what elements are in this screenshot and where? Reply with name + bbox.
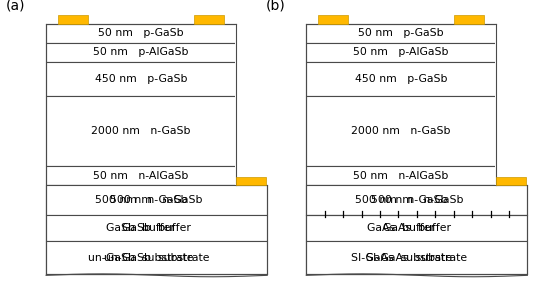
Bar (46, 96, 236, 166)
Bar (46, 215, 267, 241)
Bar (306, 215, 496, 241)
Bar (46, 241, 267, 274)
Text: 50 nm   n-AlGaSb: 50 nm n-AlGaSb (93, 171, 189, 181)
Bar (306, 185, 527, 215)
Bar (306, 166, 496, 185)
Text: 500 nm   n-GaSb: 500 nm n-GaSb (371, 195, 463, 205)
Bar (306, 96, 496, 166)
Bar (306, 215, 527, 241)
Text: SI-GaAs  substrate: SI-GaAs substrate (366, 253, 467, 263)
Text: (a): (a) (5, 0, 25, 12)
Text: GaAs  buffer: GaAs buffer (383, 223, 451, 233)
Bar (306, 185, 496, 215)
Text: (b): (b) (266, 0, 285, 12)
Bar (236, 177, 266, 185)
Text: 450 nm   p-GaSb: 450 nm p-GaSb (355, 74, 447, 84)
Text: 500 nm   n-GaSb: 500 nm n-GaSb (95, 195, 187, 205)
Bar (306, 241, 527, 274)
Bar (58, 15, 88, 24)
Bar (46, 166, 236, 185)
Bar (46, 62, 236, 96)
Bar (46, 43, 236, 62)
Text: 450 nm   p-GaSb: 450 nm p-GaSb (95, 74, 187, 84)
Text: 2000 nm   n-GaSb: 2000 nm n-GaSb (351, 126, 451, 136)
Text: 50 nm   p-AlGaSb: 50 nm p-AlGaSb (353, 48, 449, 57)
Bar (46, 24, 236, 43)
Text: 2000 nm   n-GaSb: 2000 nm n-GaSb (91, 126, 191, 136)
Bar (46, 241, 236, 274)
Text: GaSb  buffer: GaSb buffer (122, 223, 191, 233)
Bar (454, 15, 484, 24)
Bar (235, 24, 274, 185)
Bar (46, 185, 267, 215)
Bar (318, 15, 348, 24)
Text: un-GaSb  substrate: un-GaSb substrate (104, 253, 209, 263)
Text: un-GaSb  substrate: un-GaSb substrate (88, 253, 193, 263)
Bar (496, 177, 526, 185)
Text: SI-GaAs  substrate: SI-GaAs substrate (351, 253, 451, 263)
Bar (306, 62, 496, 96)
Bar (194, 15, 224, 24)
Text: 50 nm   p-AlGaSb: 50 nm p-AlGaSb (93, 48, 189, 57)
Text: 50 nm   p-GaSb: 50 nm p-GaSb (358, 28, 444, 38)
Text: GaSb  buffer: GaSb buffer (106, 223, 176, 233)
Bar (306, 43, 496, 62)
Text: 50 nm   p-GaSb: 50 nm p-GaSb (98, 28, 184, 38)
Bar (46, 215, 236, 241)
Text: 500 nm   n-GaSb: 500 nm n-GaSb (355, 195, 447, 205)
Bar (46, 185, 236, 215)
Bar (495, 24, 534, 185)
Bar (306, 241, 496, 274)
Text: 500 nm   n-GaSb: 500 nm n-GaSb (111, 195, 203, 205)
Bar (306, 24, 496, 43)
Text: 50 nm   n-AlGaSb: 50 nm n-AlGaSb (353, 171, 449, 181)
Text: GaAs  buffer: GaAs buffer (367, 223, 435, 233)
